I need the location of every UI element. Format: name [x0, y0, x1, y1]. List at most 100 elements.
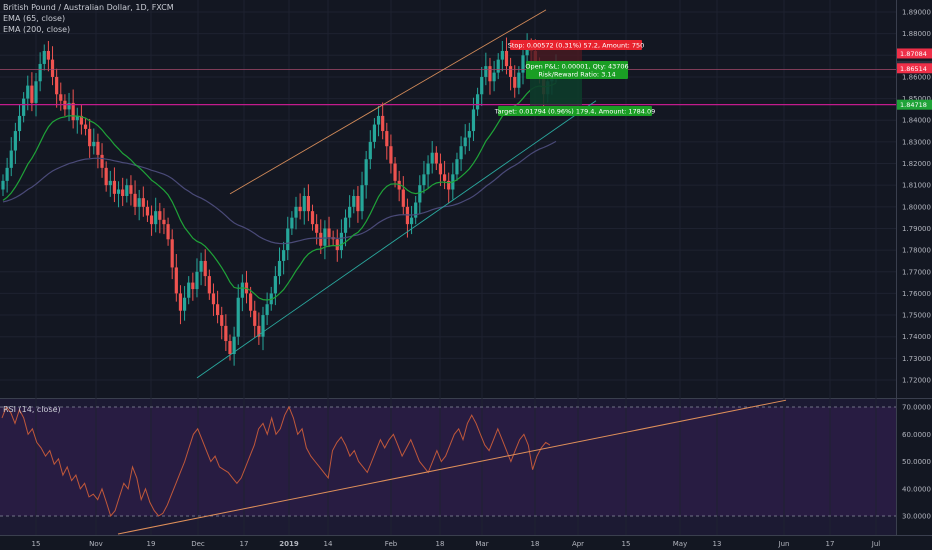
candle-body — [96, 141, 100, 155]
price-tick-label: 1.83000 — [902, 138, 931, 146]
candle-body — [434, 152, 438, 164]
candle-body — [368, 141, 372, 160]
candle-body — [187, 282, 191, 298]
rsi-tick-label: 40.0000 — [902, 485, 931, 493]
candle-body — [409, 217, 414, 225]
time-tick-label: Dec — [191, 540, 205, 548]
price-tick-label: 1.89000 — [902, 9, 931, 17]
candle-body — [298, 206, 302, 212]
candle-body — [50, 59, 55, 77]
time-tick-label: Nov — [89, 540, 103, 548]
rsi-tick-label: 30.0000 — [902, 513, 931, 521]
candle-body — [265, 304, 269, 316]
candle-body — [389, 146, 393, 164]
time-tick-label: 15 — [32, 540, 41, 548]
candle-body — [46, 50, 50, 60]
price-tick-label: 1.81000 — [902, 182, 931, 190]
price-tick-label: 1.78000 — [902, 247, 931, 255]
price-tick-label: 1.84000 — [902, 117, 931, 125]
ema65-legend: EMA (65, close) — [3, 14, 66, 23]
candle-body — [182, 297, 187, 311]
candle-body — [178, 293, 183, 311]
candle-body — [492, 72, 496, 82]
candle-body — [414, 202, 418, 218]
candle-body — [261, 315, 265, 337]
candle-body — [525, 46, 529, 56]
candle-body — [319, 232, 323, 246]
candle-body — [67, 102, 71, 110]
price-tick-label: 1.82000 — [902, 160, 931, 168]
time-tick-label: Jun — [778, 540, 790, 548]
stop-label-bg — [510, 40, 642, 50]
time-tick-label: Feb — [385, 540, 398, 548]
candle-body — [129, 185, 133, 194]
price-tick-label: 1.86000 — [902, 73, 931, 81]
time-tick-label: 2019 — [279, 540, 299, 548]
candle-body — [71, 102, 75, 121]
candle-body — [166, 224, 170, 240]
candle-body — [430, 152, 434, 164]
candle-body — [273, 276, 277, 294]
candle-body — [455, 159, 459, 175]
candle-body — [116, 189, 121, 194]
candle-body — [484, 66, 488, 77]
candle-body — [348, 206, 352, 218]
candle-body — [240, 282, 244, 298]
candle-body — [418, 185, 422, 203]
candle-body — [38, 63, 42, 82]
pnl-label-text: Risk/Reward Ratio: 3.14 — [538, 71, 615, 79]
candle-body — [422, 174, 426, 186]
candle-body — [22, 98, 26, 116]
candle-body — [34, 81, 38, 103]
price-axis-marker-label: 1.84718 — [900, 101, 927, 109]
candle-body — [215, 304, 220, 316]
candle-body — [381, 115, 385, 132]
candle-body — [277, 260, 282, 277]
pnl-label-bg — [526, 61, 628, 79]
candle-body — [13, 131, 17, 151]
price-axis-marker — [897, 48, 932, 59]
candle-body — [228, 341, 232, 355]
rsi-legend: RSI (14, close) — [3, 405, 61, 414]
time-tick-label: 18 — [531, 540, 540, 548]
candle-body — [488, 66, 492, 82]
candle-body — [286, 228, 290, 251]
ema200-line — [2, 140, 557, 245]
time-tick-label: Mar — [475, 540, 488, 548]
candle-body — [496, 59, 500, 73]
candle-body — [447, 180, 451, 190]
candle-body — [145, 206, 150, 216]
candle-body — [158, 211, 162, 220]
time-tick-label: 15 — [622, 540, 631, 548]
price-tick-label: 1.72000 — [902, 377, 931, 385]
rsi-tick-label: 50.0000 — [902, 458, 931, 466]
candle-body — [83, 124, 88, 129]
price-tick-label: 1.74000 — [902, 333, 931, 341]
target-label: Target: 0.01794 (0.96%) 179.4, Amount: 1… — [494, 106, 656, 116]
candle-body — [17, 115, 22, 132]
target-label-text: Target: 0.01794 (0.96%) 179.4, Amount: 1… — [494, 108, 656, 116]
price-tick-label: 1.88000 — [902, 30, 931, 38]
candle-body — [282, 250, 286, 261]
time-tick-label: May — [673, 540, 687, 548]
time-tick-label: Apr — [572, 540, 584, 548]
time-tick-label: 18 — [436, 540, 445, 548]
candle-body — [170, 239, 174, 268]
candle-body — [232, 336, 236, 355]
candle-body — [108, 180, 112, 186]
candle-body — [509, 66, 513, 77]
candle-body — [5, 167, 9, 181]
price-axis-marker — [897, 99, 932, 110]
price-axis-marker-label: 1.87084 — [900, 50, 927, 58]
stop-label-text: Stop: 0.00572 (0.31%) 57.2, Amount: 750 — [508, 42, 645, 50]
candle-body — [480, 76, 484, 95]
candle-body — [327, 228, 331, 238]
candle-body — [426, 163, 430, 175]
candle-body — [397, 180, 401, 190]
candle-body — [195, 271, 199, 290]
candle-body — [141, 198, 145, 207]
candle-body — [500, 50, 504, 60]
candle-body — [463, 137, 467, 147]
